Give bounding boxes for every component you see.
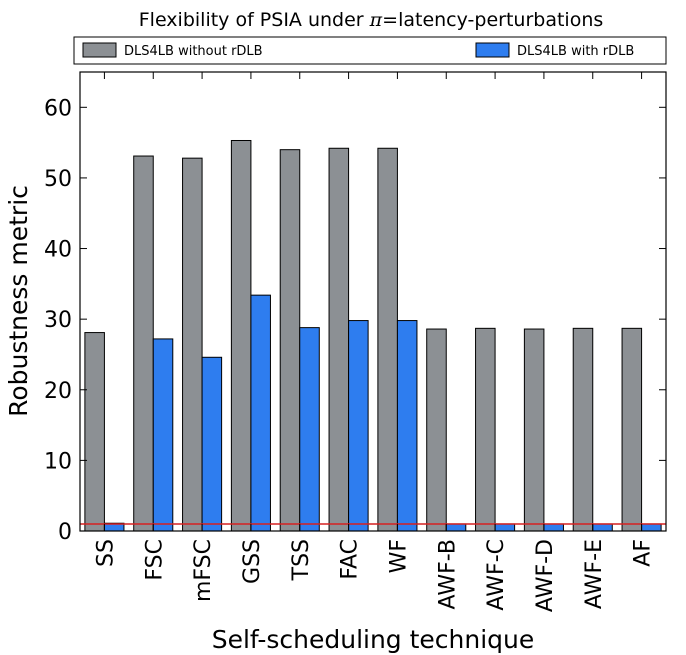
category-label-fac: FAC xyxy=(338,539,363,580)
category-label-awf-c: AWF-C xyxy=(484,539,509,611)
chart-title-symbol: π xyxy=(369,9,383,31)
legend-frame xyxy=(73,36,667,65)
bar-without-rdlb-fac xyxy=(328,147,350,532)
bar-without-rdlb-mfsc xyxy=(182,157,203,532)
y-tick-label: 60 xyxy=(44,96,72,121)
legend-swatch-without-rdlb xyxy=(82,42,117,58)
chart-title: Flexibility of PSIA under π=latency-pert… xyxy=(139,9,604,31)
bar-without-rdlb-awf-b xyxy=(426,328,447,532)
bars-layer xyxy=(84,139,662,532)
bar-with-rdlb-fac xyxy=(348,320,369,532)
chart-title-prefix: Flexibility of PSIA under xyxy=(139,9,370,31)
bar-with-rdlb-awf-e xyxy=(592,523,613,532)
bar-without-rdlb-af xyxy=(621,327,643,532)
category-label-tss: TSS xyxy=(289,539,314,581)
bar-with-rdlb-mfsc xyxy=(201,356,223,532)
category-label-awf-b: AWF-B xyxy=(435,539,460,610)
bar-without-rdlb-awf-c xyxy=(475,327,496,532)
category-label-fsc: FSC xyxy=(142,539,167,581)
category-label-mfsc: mFSC xyxy=(191,539,216,602)
y-tick-label: 10 xyxy=(44,449,72,474)
bar-without-rdlb-awf-d xyxy=(523,328,545,532)
category-label-wf: WF xyxy=(386,539,411,573)
category-label-awf-d: AWF-D xyxy=(533,539,558,612)
bar-with-rdlb-awf-b xyxy=(445,523,467,532)
category-label-awf-e: AWF-E xyxy=(582,539,607,609)
legend-swatch-with-rdlb xyxy=(475,42,510,58)
chart-title-suffix: =latency-perturbations xyxy=(382,9,603,31)
bar-without-rdlb-fsc xyxy=(133,155,154,532)
legend-label-without-rdlb: DLS4LB without rDLB xyxy=(124,44,263,59)
bar-without-rdlb-gss xyxy=(230,139,252,532)
bar-without-rdlb-ss xyxy=(84,332,105,532)
bar-with-rdlb-af xyxy=(641,523,662,532)
bar-with-rdlb-awf-d xyxy=(543,523,564,532)
bar-with-rdlb-awf-c xyxy=(494,523,516,532)
legend-label-with-rdlb: DLS4LB with rDLB xyxy=(517,44,634,59)
bar-with-rdlb-fsc xyxy=(152,338,174,532)
y-tick-label: 40 xyxy=(44,238,72,263)
category-label-ss: SS xyxy=(93,539,118,567)
category-label-af: AF xyxy=(631,539,656,567)
category-label-gss: GSS xyxy=(240,539,265,584)
x-axis: SS FSC mFSC GSS TSS FAC WF AWF-B AWF-C AWF-D AWF-E… xyxy=(93,72,656,612)
x-axis-label: Self-scheduling technique xyxy=(212,625,535,654)
bar-without-rdlb-awf-e xyxy=(572,327,594,532)
y-axis-label: Robustness metric xyxy=(4,185,33,417)
legend: DLS4LB without rDLB DLS4LB with rDLB xyxy=(73,36,667,65)
bar-without-rdlb-tss xyxy=(279,149,301,532)
y-tick-label: 30 xyxy=(44,308,72,333)
plot-frame xyxy=(79,71,667,532)
y-tick-label: 20 xyxy=(44,379,72,404)
bar-with-rdlb-gss xyxy=(250,294,271,532)
bar-with-rdlb-tss xyxy=(299,327,320,532)
y-tick-label: 50 xyxy=(44,167,72,192)
bar-with-rdlb-wf xyxy=(396,320,418,532)
y-tick-label: 0 xyxy=(58,520,72,545)
bar-without-rdlb-wf xyxy=(377,147,398,532)
y-axis: 0 10 20 30 40 50 60 xyxy=(44,96,666,545)
